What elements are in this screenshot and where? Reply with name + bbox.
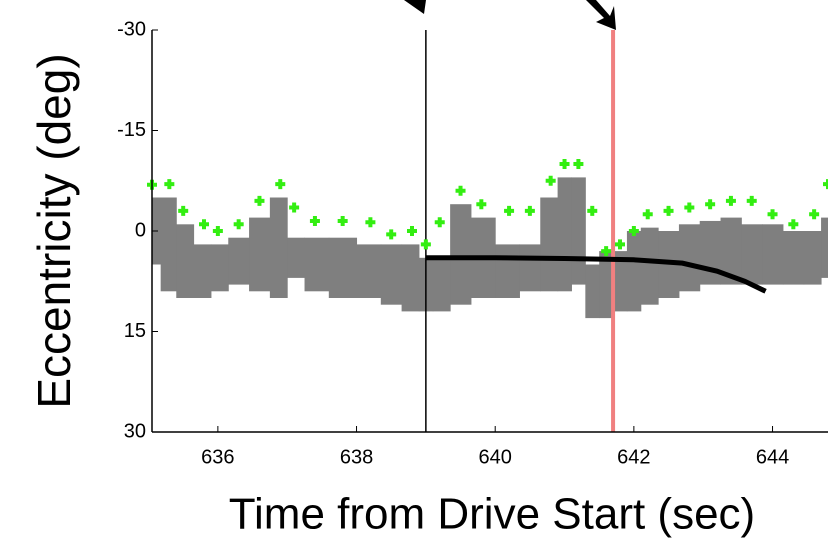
y-tick-label: 30 bbox=[124, 420, 146, 442]
gaze-point bbox=[767, 209, 778, 220]
y-axis-label: Eccentricity (deg) bbox=[28, 53, 80, 408]
range-band bbox=[450, 204, 472, 305]
x-tick-label: 644 bbox=[756, 446, 789, 468]
range-band bbox=[585, 264, 600, 319]
gaze-point bbox=[663, 205, 674, 216]
range-band bbox=[495, 244, 520, 298]
gaze-point bbox=[233, 219, 244, 230]
gaze-point bbox=[746, 195, 757, 206]
range-band bbox=[519, 244, 541, 292]
range-band bbox=[762, 224, 784, 285]
gaze-point bbox=[365, 217, 376, 228]
trajectory-line bbox=[425, 255, 767, 294]
gaze-point bbox=[407, 226, 417, 236]
range-band bbox=[626, 231, 642, 312]
gaze-point bbox=[587, 205, 598, 216]
range-band bbox=[803, 231, 822, 285]
range-band bbox=[821, 217, 828, 278]
range-band bbox=[782, 231, 805, 285]
x-tick-label: 642 bbox=[617, 446, 650, 468]
gaze-point bbox=[809, 209, 820, 220]
range-band bbox=[678, 224, 701, 292]
x-tick-label: 640 bbox=[479, 446, 512, 468]
range-band bbox=[401, 244, 420, 312]
gaze-point bbox=[788, 219, 799, 230]
y-tick-label: -30 bbox=[117, 18, 146, 40]
gaze-point bbox=[337, 215, 348, 226]
range-band bbox=[287, 237, 306, 278]
gaze-point bbox=[275, 179, 286, 190]
range-band bbox=[210, 244, 229, 292]
gaze-point bbox=[386, 229, 397, 240]
range-band bbox=[269, 197, 288, 298]
arrow bbox=[586, 0, 616, 30]
gaze-point bbox=[455, 185, 466, 196]
y-tick-label: 0 bbox=[135, 219, 146, 241]
range-band bbox=[249, 217, 271, 292]
gaze-point bbox=[573, 159, 584, 169]
range-band bbox=[640, 227, 659, 305]
gaze-point bbox=[545, 175, 556, 186]
range-band bbox=[328, 237, 358, 298]
range-band bbox=[557, 177, 572, 292]
gaze-point bbox=[615, 239, 625, 250]
range-band bbox=[599, 251, 614, 319]
range-band bbox=[720, 217, 742, 285]
range-band bbox=[160, 197, 177, 292]
y-tick-label: -15 bbox=[117, 119, 146, 141]
range-band bbox=[571, 177, 586, 285]
range-band bbox=[699, 220, 722, 285]
arrow bbox=[404, 0, 426, 14]
x-axis-label: Time from Drive Start (sec) bbox=[229, 490, 755, 539]
gaze-point bbox=[601, 246, 612, 257]
range-band bbox=[540, 197, 559, 292]
x-tick-label: 636 bbox=[201, 446, 234, 468]
gaze-point bbox=[254, 195, 265, 206]
y-tick-label: 15 bbox=[124, 320, 146, 342]
gaze-point bbox=[178, 205, 189, 216]
range-band bbox=[304, 237, 330, 292]
range-band bbox=[741, 224, 763, 285]
gaze-point bbox=[705, 199, 716, 210]
gaze-point bbox=[476, 199, 487, 210]
gaze-point bbox=[559, 159, 570, 169]
gaze-point bbox=[823, 179, 828, 190]
range-band bbox=[193, 244, 212, 298]
plot-area bbox=[147, 30, 828, 432]
range-band bbox=[176, 224, 195, 298]
gaze-point bbox=[309, 215, 320, 226]
range-band bbox=[432, 257, 451, 312]
x-tick-label: 638 bbox=[340, 446, 373, 468]
gaze-point bbox=[504, 205, 515, 216]
gaze-point bbox=[289, 202, 300, 213]
gaze-point bbox=[434, 217, 445, 228]
gaze-point bbox=[199, 219, 209, 230]
gaze-point bbox=[642, 209, 653, 220]
gaze-point bbox=[164, 179, 175, 190]
gaze-point bbox=[524, 205, 535, 216]
gaze-point bbox=[628, 226, 639, 236]
gaze-point bbox=[212, 226, 223, 236]
gaze-point bbox=[684, 202, 695, 213]
range-band bbox=[356, 244, 382, 298]
gaze-point bbox=[420, 239, 431, 250]
range-band bbox=[380, 244, 403, 305]
range-band bbox=[228, 237, 250, 285]
gaze-point bbox=[725, 195, 736, 206]
range-band bbox=[613, 251, 628, 312]
